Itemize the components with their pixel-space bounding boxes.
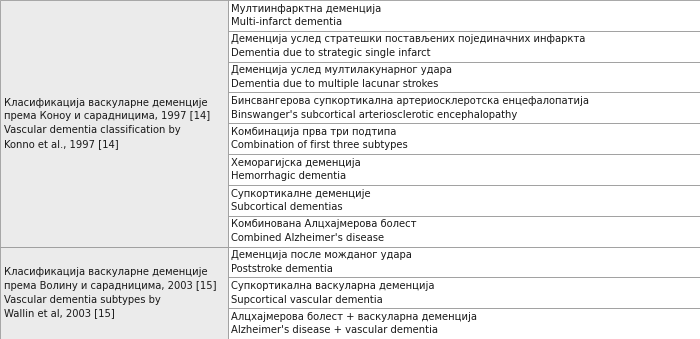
Bar (228, 123, 700, 154)
Text: Бинсвангерова супкортикална артериосклеротска енцефалопатија
Binswanger's subcor: Бинсвангерова супкортикална артериосклер… (231, 96, 589, 120)
Bar (0, 0, 228, 246)
Text: Деменција услед мултилакунарног удара
Dementia due to multiple lacunar strokes: Деменција услед мултилакунарног удара De… (231, 65, 452, 89)
Bar (228, 93, 700, 123)
Text: Класификација васкуларне деменције
према Коноу и сарадницима, 1997 [14]
Vascular: Класификација васкуларне деменције према… (4, 98, 209, 149)
Text: Хеморагијска деменција
Hemorrhagic dementia: Хеморагијска деменција Hemorrhagic demen… (231, 158, 360, 181)
Bar (228, 277, 700, 308)
Text: Мултиинфарктна деменција
Multi-infarct dementia: Мултиинфарктна деменција Multi-infarct d… (231, 4, 382, 27)
Text: Супкортикалне деменције
Subcortical dementias: Супкортикалне деменције Subcortical deme… (231, 188, 370, 212)
Bar (228, 246, 700, 277)
Text: Класификација васкуларне деменције
према Волину и сарадницима, 2003 [15]
Vascula: Класификација васкуларне деменције према… (4, 267, 216, 318)
Text: Алцхајмерова болест + васкуларна деменција
Alzheimer's disease + vascular dement: Алцхајмерова болест + васкуларна деменци… (231, 312, 477, 335)
Bar (228, 62, 700, 93)
Bar (228, 216, 700, 246)
Bar (228, 0, 700, 31)
Text: Супкортикална васкуларна деменција
Supcortical vascular dementia: Супкортикална васкуларна деменција Supco… (231, 281, 435, 304)
Text: Комбинација прва три подтипа
Combination of first three subtypes: Комбинација прва три подтипа Combination… (231, 127, 407, 151)
Bar (228, 308, 700, 339)
Text: Деменција услед стратешки постављених појединачних инфаркта
Dementia due to stra: Деменција услед стратешки постављених по… (231, 35, 585, 58)
Text: Комбинована Алцхајмерова болест
Combined Alzheimer's disease: Комбинована Алцхајмерова болест Combined… (231, 219, 416, 243)
Bar (228, 31, 700, 62)
Bar (0, 246, 228, 339)
Bar (228, 154, 700, 185)
Bar (228, 185, 700, 216)
Text: Деменција после можданог удара
Poststroke dementia: Деменција после можданог удара Poststrok… (231, 250, 412, 274)
